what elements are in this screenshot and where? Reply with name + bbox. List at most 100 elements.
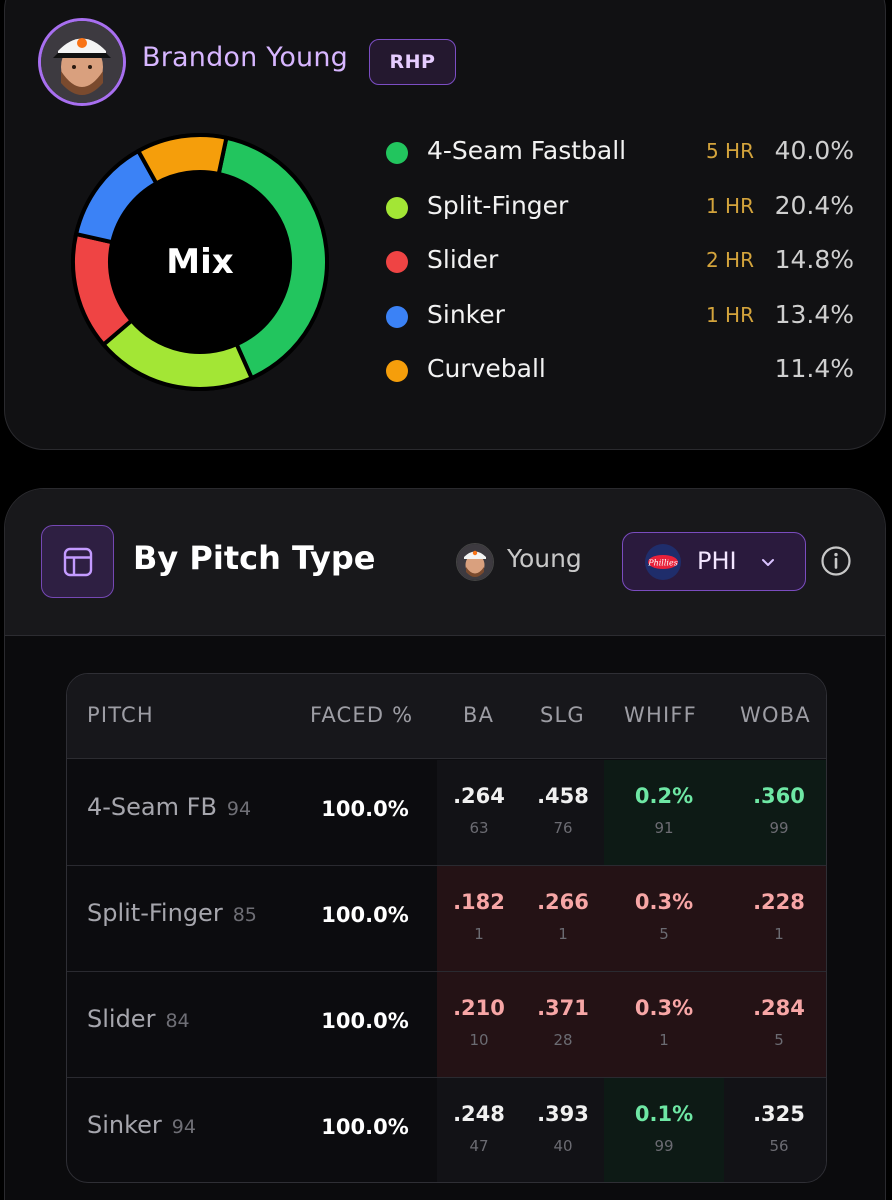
legend-pitch-name: Sinker bbox=[427, 299, 505, 329]
legend-item[interactable]: Split-Finger 1 HR 20.4% bbox=[386, 179, 856, 234]
chevron-down-icon bbox=[762, 559, 774, 566]
legend-usage-percent: 20.4% bbox=[774, 190, 854, 220]
table-row[interactable]: 4-Seam FB 94 100.0% .264 63 .458 76 0.2% 91 .360 9… bbox=[67, 760, 826, 866]
legend-color-dot bbox=[386, 360, 408, 382]
table-row[interactable]: Sinker 94 100.0% .248 47 .393 40 0.1% 99 .325 56 bbox=[67, 1078, 826, 1182]
info-icon[interactable] bbox=[820, 545, 852, 577]
legend-color-dot bbox=[386, 305, 408, 328]
section-title: By Pitch Type bbox=[133, 539, 376, 577]
slg-percentile: 28 bbox=[553, 1031, 573, 1049]
cell-background bbox=[724, 1078, 826, 1182]
whiff-percentile: 5 bbox=[659, 925, 669, 943]
player-avatar bbox=[38, 18, 126, 106]
faced-percent-cell: 100.0% bbox=[321, 1009, 409, 1033]
pitch-name: Slider bbox=[87, 1005, 156, 1033]
cell-background bbox=[604, 866, 724, 971]
whiff-cell: 0.1% 99 bbox=[619, 1102, 709, 1155]
column-header-faced[interactable]: FACED % bbox=[310, 703, 414, 727]
by-pitch-type-card: By Pitch Type Young Phillies PHI bbox=[4, 488, 886, 1200]
cell-background bbox=[519, 972, 604, 1077]
svg-text:Phillies: Phillies bbox=[647, 559, 678, 568]
column-header-pitch[interactable]: PITCH bbox=[87, 703, 154, 727]
legend-color-dot bbox=[386, 196, 408, 219]
pitch-type-stats-table: PITCH FACED % BA SLG WHIFF WOBA 4-Seam F… bbox=[66, 673, 827, 1183]
pitch-mix-donut-chart bbox=[71, 133, 329, 391]
pitch-name: Sinker bbox=[87, 1111, 162, 1139]
cell-background bbox=[437, 760, 519, 865]
legend-item[interactable]: Curveball 11.4% bbox=[386, 342, 856, 397]
legend-pitch-name: Curveball bbox=[427, 354, 546, 383]
table-header: PITCH FACED % BA SLG WHIFF WOBA bbox=[67, 674, 826, 759]
legend-usage-percent: 11.4% bbox=[774, 354, 854, 383]
legend-color-dot bbox=[386, 251, 408, 273]
pitch-velocity: 85 bbox=[232, 904, 257, 926]
faced-percent-cell: 100.0% bbox=[321, 1115, 409, 1139]
whiff-cell: 0.2% 91 bbox=[619, 784, 709, 837]
column-header-whiff[interactable]: WHIFF bbox=[624, 703, 697, 727]
ba-percentile: 1 bbox=[474, 925, 484, 943]
team-code: PHI bbox=[697, 547, 737, 575]
pitch-velocity: 84 bbox=[165, 1010, 190, 1032]
slg-cell: .371 28 bbox=[518, 996, 608, 1049]
cell-background bbox=[519, 1078, 604, 1182]
donut-slice-curveball[interactable] bbox=[135, 133, 229, 187]
column-header-slg[interactable]: SLG bbox=[540, 703, 585, 727]
table-row[interactable]: Split-Finger 85 100.0% .182 1 .266 1 0.3% 5 .228 1 bbox=[67, 866, 826, 972]
legend-item[interactable]: Sinker 1 HR 13.4% bbox=[386, 288, 856, 343]
legend-usage-percent: 13.4% bbox=[774, 299, 854, 329]
whiff-value: 0.3% bbox=[634, 890, 694, 914]
slg-value: .371 bbox=[537, 996, 589, 1020]
ba-value: .182 bbox=[453, 890, 505, 914]
selected-player-label[interactable]: Young bbox=[507, 544, 582, 573]
woba-percentile: 56 bbox=[769, 1137, 789, 1155]
handedness-badge: RHP bbox=[369, 39, 456, 85]
whiff-value: 0.3% bbox=[634, 996, 694, 1020]
woba-value: .360 bbox=[753, 784, 805, 808]
ba-cell: .248 47 bbox=[434, 1102, 524, 1155]
whiff-value: 0.1% bbox=[634, 1102, 694, 1126]
legend-home-runs: 1 HR bbox=[705, 302, 754, 327]
column-header-ba[interactable]: BA bbox=[463, 703, 495, 727]
ba-percentile: 63 bbox=[469, 819, 489, 837]
legend-usage-percent: 14.8% bbox=[774, 245, 854, 274]
ba-percentile: 10 bbox=[469, 1031, 489, 1049]
donut-slice-4-seam-fastball[interactable] bbox=[216, 135, 329, 381]
slg-percentile: 1 bbox=[558, 925, 568, 943]
woba-cell: .325 56 bbox=[734, 1102, 824, 1155]
table-row[interactable]: Slider 84 100.0% .210 10 .371 28 0.3% 1 .284 5 bbox=[67, 972, 826, 1078]
legend-pitch-name: 4-Seam Fastball bbox=[427, 136, 627, 165]
pitch-name: 4-Seam FB bbox=[87, 793, 217, 821]
whiff-percentile: 1 bbox=[659, 1031, 669, 1049]
slg-cell: .266 1 bbox=[518, 890, 608, 943]
pitch-name-cell: Sinker 94 bbox=[87, 1111, 196, 1139]
table-icon bbox=[41, 525, 114, 598]
cell-background bbox=[604, 972, 724, 1077]
legend-item[interactable]: Slider 2 HR 14.8% bbox=[386, 233, 856, 288]
pitch-name-cell: Split-Finger 85 bbox=[87, 899, 257, 927]
whiff-value: 0.2% bbox=[634, 784, 694, 808]
woba-cell: .360 99 bbox=[734, 784, 824, 837]
slg-percentile: 76 bbox=[553, 819, 573, 837]
team-select-dropdown[interactable]: Phillies PHI bbox=[622, 532, 806, 591]
cell-background bbox=[519, 866, 604, 971]
woba-value: .228 bbox=[753, 890, 805, 914]
ba-value: .210 bbox=[453, 996, 505, 1020]
cell-background bbox=[437, 972, 519, 1077]
legend-item[interactable]: 4-Seam Fastball 5 HR 40.0% bbox=[386, 124, 856, 179]
cell-background bbox=[604, 760, 724, 865]
woba-percentile: 99 bbox=[769, 819, 789, 837]
column-header-woba[interactable]: WOBA bbox=[740, 703, 811, 727]
legend-pitch-name: Slider bbox=[427, 245, 499, 274]
woba-value: .325 bbox=[753, 1102, 805, 1126]
woba-value: .284 bbox=[753, 996, 805, 1020]
woba-cell: .284 5 bbox=[734, 996, 824, 1049]
legend-usage-percent: 40.0% bbox=[774, 136, 854, 165]
legend-home-runs: 5 HR bbox=[705, 139, 754, 163]
cell-background bbox=[604, 1078, 724, 1182]
woba-cell: .228 1 bbox=[734, 890, 824, 943]
cell-background bbox=[724, 972, 826, 1077]
slg-cell: .458 76 bbox=[518, 784, 608, 837]
cell-background bbox=[724, 760, 826, 865]
cell-background bbox=[437, 866, 519, 971]
woba-percentile: 5 bbox=[774, 1031, 784, 1049]
